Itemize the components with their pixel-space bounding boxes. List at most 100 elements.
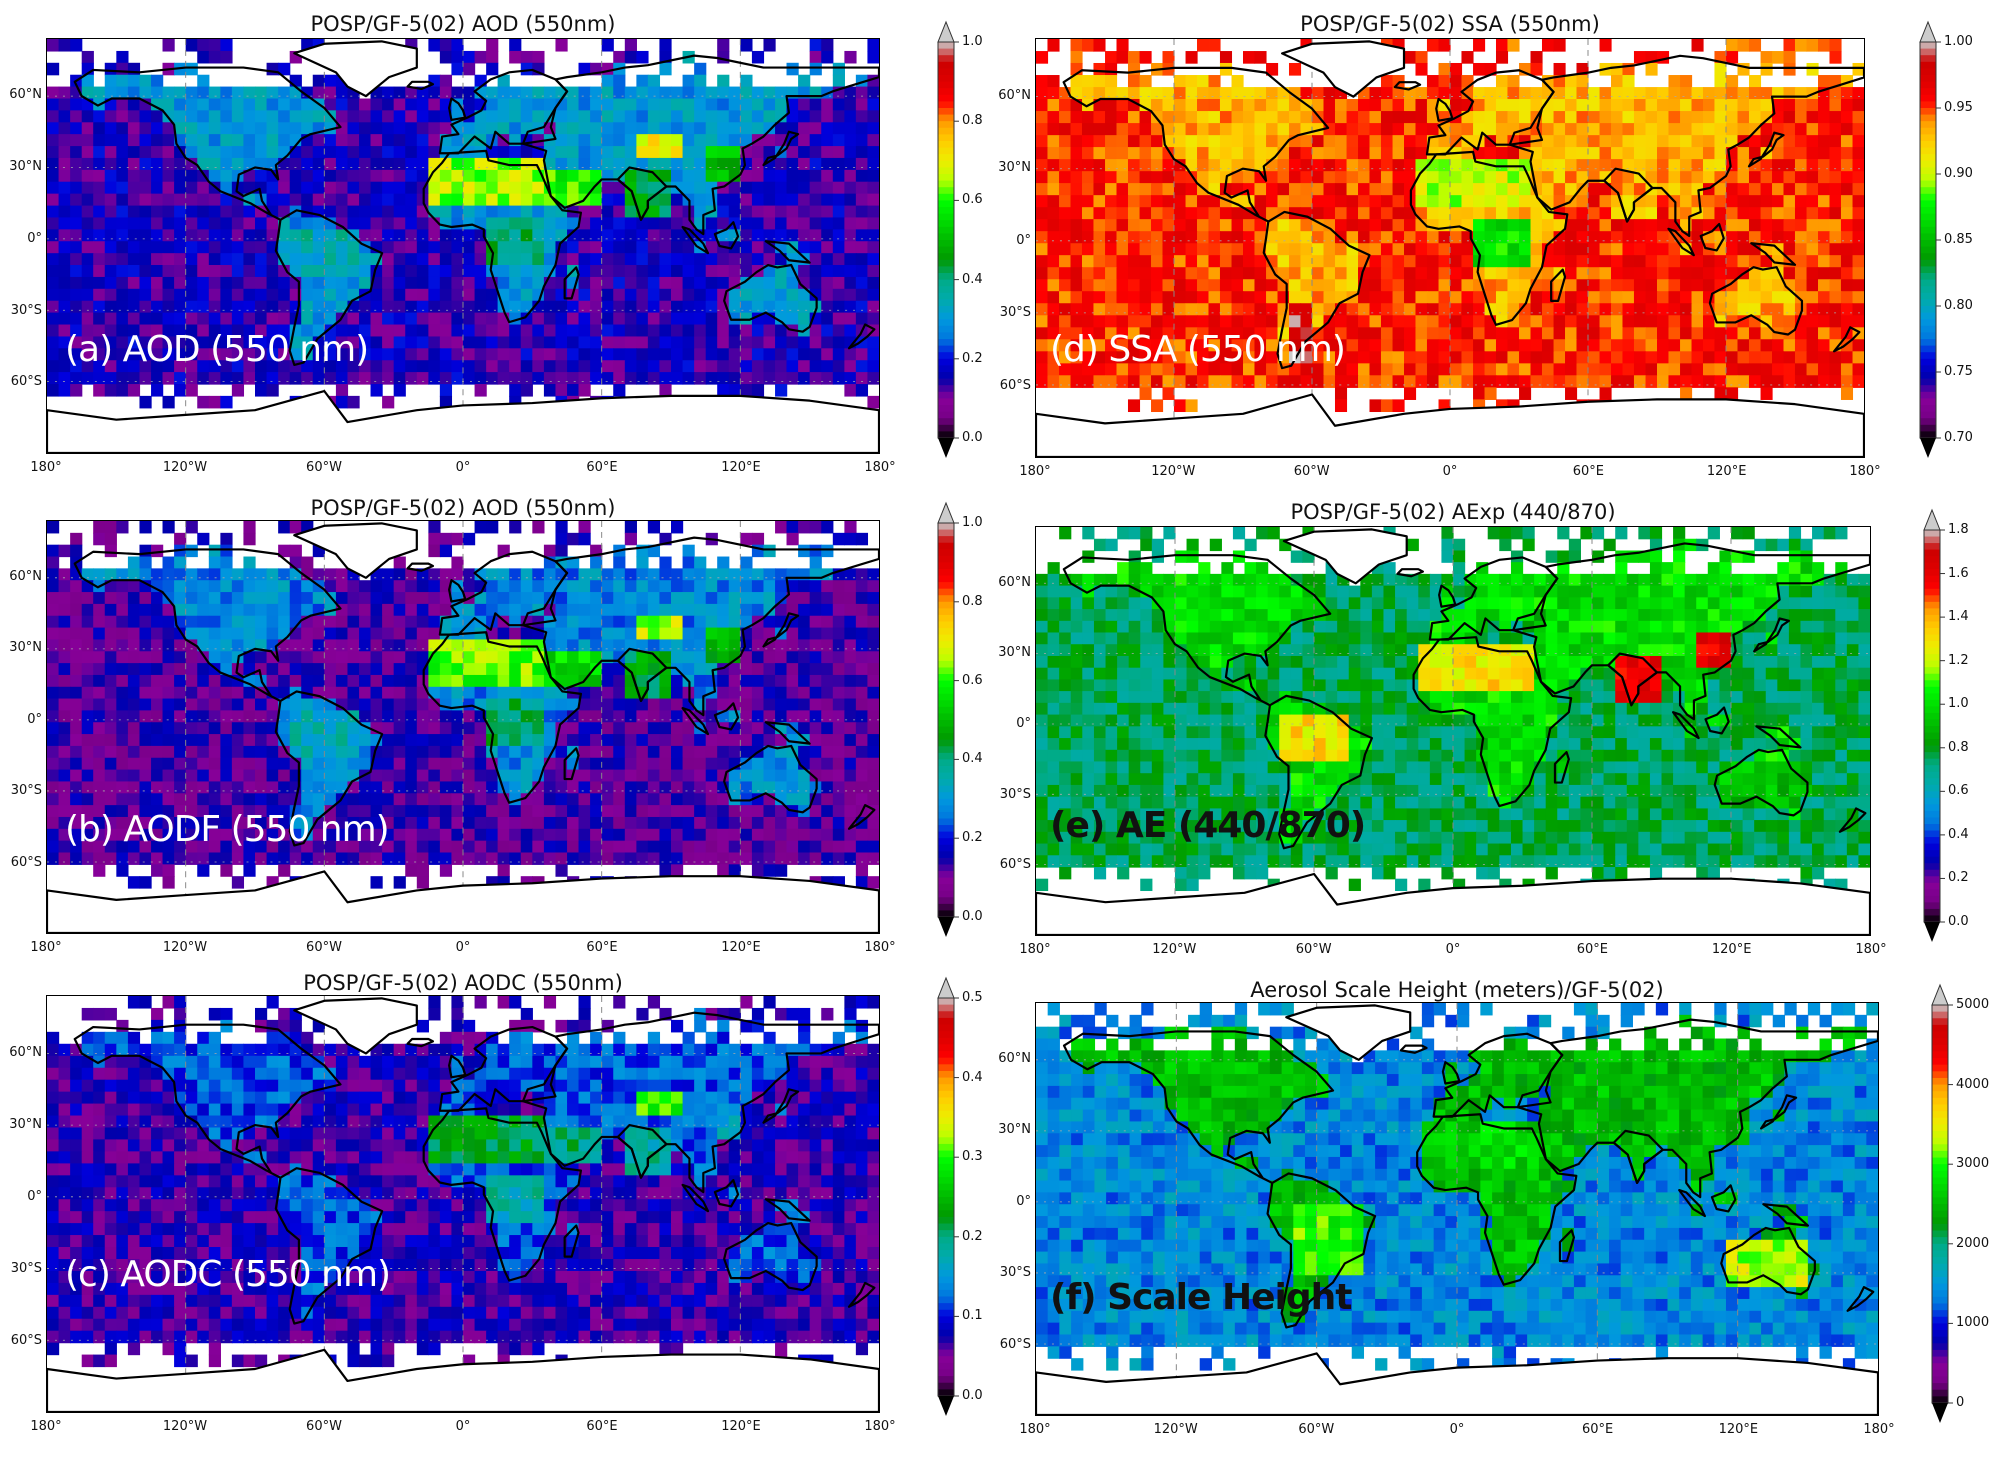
data-cell <box>266 229 279 242</box>
data-cell <box>174 734 187 747</box>
data-cell <box>347 146 360 159</box>
data-cell <box>809 651 822 664</box>
data-cell <box>659 592 672 605</box>
data-cell <box>439 828 453 842</box>
data-cell <box>382 734 395 747</box>
data-cell <box>428 769 441 783</box>
data-cell <box>266 348 279 361</box>
data-cell <box>451 745 464 759</box>
data-cell <box>301 1031 314 1045</box>
data-cell <box>694 205 707 219</box>
data-cell <box>174 288 187 302</box>
data-cell <box>255 265 268 278</box>
data-cell <box>682 241 695 254</box>
data-cell <box>416 300 429 314</box>
data-cell <box>104 651 117 664</box>
data-cell <box>58 205 71 219</box>
data-cell <box>127 686 141 700</box>
data-cell <box>208 336 221 350</box>
data-cell <box>798 1091 811 1105</box>
data-cell <box>832 62 845 76</box>
data-cell <box>382 816 395 830</box>
data-cell <box>47 98 60 112</box>
data-cell <box>798 615 811 629</box>
data-cell <box>139 544 152 558</box>
data-cell <box>301 217 314 230</box>
data-cell <box>763 828 776 842</box>
data-cell <box>867 592 879 605</box>
data-cell <box>174 324 187 338</box>
data-cell <box>428 734 441 747</box>
data-cell <box>220 146 233 159</box>
data-cell <box>405 229 418 242</box>
data-cell <box>220 181 233 195</box>
data-cell <box>671 521 684 534</box>
data-cell <box>278 86 291 100</box>
colorbar-segment <box>938 424 954 432</box>
data-cell <box>647 816 661 830</box>
data-cell <box>255 745 268 759</box>
coastline-uk <box>448 579 467 603</box>
data-cell <box>347 663 360 676</box>
data-cell <box>266 181 279 195</box>
data-cell <box>139 556 152 569</box>
data-cell <box>439 360 453 373</box>
data-cell <box>301 603 314 617</box>
data-cell <box>127 1151 141 1164</box>
data-cell <box>393 793 406 806</box>
data-cell <box>347 157 360 171</box>
data-cell <box>255 1007 268 1021</box>
data-cell <box>474 348 487 361</box>
data-cell <box>578 828 591 842</box>
data-cell <box>439 50 453 64</box>
data-cell <box>682 757 695 771</box>
data-cell <box>682 568 695 581</box>
data-cell <box>671 722 684 735</box>
data-cell <box>451 816 464 830</box>
data-cell <box>705 651 718 664</box>
data-cell <box>509 276 522 290</box>
data-cell <box>266 62 279 76</box>
data-cell <box>359 122 372 135</box>
data-cell <box>47 193 60 207</box>
data-cell <box>127 122 141 135</box>
data-cell <box>127 1079 141 1093</box>
data-cell <box>81 698 94 711</box>
data-cell <box>855 181 869 195</box>
data-cell <box>312 134 325 147</box>
data-cell <box>867 651 879 664</box>
data-cell <box>590 288 603 302</box>
data-cell <box>266 1055 279 1069</box>
data-cell <box>647 300 661 314</box>
colorbar-segment <box>938 306 954 314</box>
data-cell <box>463 781 476 794</box>
data-cell <box>578 360 591 373</box>
data-cell <box>335 288 349 302</box>
data-cell <box>243 217 256 230</box>
data-cell <box>301 722 314 735</box>
data-cell <box>636 840 649 854</box>
data-cell <box>694 627 707 641</box>
data-cell <box>393 710 406 723</box>
data-cell <box>81 86 94 100</box>
data-cell <box>855 276 869 290</box>
data-cell <box>821 627 834 641</box>
data-cell <box>243 134 256 147</box>
data-cell <box>405 288 418 302</box>
data-cell <box>174 805 187 818</box>
data-cell <box>694 686 707 700</box>
data-cell <box>624 1103 637 1117</box>
data-cell <box>855 734 869 747</box>
data-cell <box>197 181 210 195</box>
data-cell <box>694 781 707 794</box>
data-cell <box>821 348 834 361</box>
data-cell <box>798 1103 811 1117</box>
data-cell <box>647 734 661 747</box>
data-cell <box>636 1007 649 1021</box>
data-cell <box>58 336 71 350</box>
data-cell <box>416 734 429 747</box>
data-cell <box>116 241 129 254</box>
data-cell <box>509 253 522 266</box>
data-cell <box>289 852 302 865</box>
data-cell <box>312 627 325 641</box>
